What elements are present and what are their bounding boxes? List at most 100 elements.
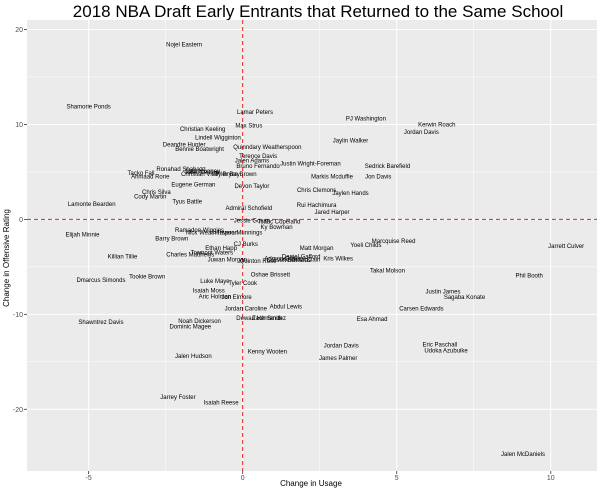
point-label: Isaiah Moss	[193, 289, 225, 295]
point-label: Jaylen Hands	[332, 191, 368, 197]
point-label: Ronahad Shabazz	[156, 167, 205, 173]
point-label: Lamonte Bearden	[68, 202, 116, 208]
point-label: Tyler Bey	[215, 172, 240, 178]
point-label: Max Strus	[235, 123, 262, 129]
point-label: Christian Keeling	[180, 127, 225, 133]
point-label: Esa Ahmad	[357, 317, 388, 323]
point-label: Tremont Waters	[191, 251, 234, 257]
point-label: Nick Weatherspoon	[186, 231, 238, 237]
point-label: Oshae Brissett	[251, 272, 291, 278]
point-label: Chris Clemons	[297, 188, 336, 194]
y-tick-label: -20	[13, 407, 23, 414]
point-label: Jordan Davis	[404, 130, 439, 136]
point-label: Kerwin Roach	[418, 122, 455, 128]
point-label: Admiral Schofield	[225, 206, 272, 212]
point-label: Ramadon Wiggins	[175, 228, 224, 234]
point-label: Barry Brown	[155, 236, 188, 242]
point-label: Justin Wright-Foreman	[280, 161, 341, 167]
point-label: Jalen Adams	[235, 159, 269, 165]
point-label: Juwan Morgan	[208, 257, 247, 263]
point-label: Admon Gilder	[264, 256, 301, 262]
x-axis-label: Change in Usage	[280, 479, 342, 488]
point-label: Devon Taylor	[234, 184, 269, 190]
point-label: Daniel Gafford	[282, 254, 321, 260]
x-axis-ticks: -5 0 5 10	[86, 471, 555, 482]
point-label: Nojel Eastern	[166, 43, 202, 49]
point-label: Tavera Munnings	[217, 231, 263, 237]
point-label: Markis Mcduffie	[311, 175, 354, 181]
y-tick-label: 20	[15, 27, 23, 34]
point-label: Sagaba Konate	[444, 295, 486, 301]
point-label: James Palmer	[319, 356, 357, 362]
point-label: Bruno Fernando	[236, 164, 280, 170]
point-label: Bryce Brown	[223, 172, 257, 178]
point-label: CJ Burks	[234, 242, 258, 248]
point-label: Lindell Wigginton	[195, 136, 241, 142]
point-label: Jarrey Foster	[160, 395, 195, 401]
point-label: Kris Wilkes	[323, 256, 353, 262]
y-tick-label: 10	[15, 122, 23, 129]
point-label: Dewan Hernandez	[236, 316, 286, 322]
point-label: Jalen Hudson	[175, 354, 212, 360]
x-tick-label: -5	[86, 475, 92, 482]
point-label: Noah Dickerson	[178, 319, 221, 325]
point-label: Tookie Brown	[129, 274, 165, 280]
point-label: Carsen Edwards	[399, 307, 443, 313]
point-label: Jordan Caroline	[225, 307, 268, 313]
point-label: Cody Martin	[134, 195, 166, 201]
point-label: Dominic Magee	[169, 325, 211, 331]
point-label: Udoka Azubuike	[424, 348, 468, 354]
y-tick-label: 0	[19, 217, 23, 224]
point-label: Deandre Hunter	[163, 142, 206, 148]
point-label: Jordan Davis	[324, 344, 359, 350]
point-label: Jon Davis	[365, 175, 391, 181]
point-label: Phil Booth	[516, 273, 543, 279]
point-label: Terence Davis	[239, 154, 277, 160]
point-label: Jaylin Walker	[333, 139, 368, 145]
point-label: Quinton Rose	[240, 259, 277, 265]
point-label: Christian Vital	[181, 172, 218, 178]
point-label: Tyus Battle	[172, 199, 202, 205]
x-tick-label: 0	[241, 475, 245, 482]
point-label: Bennie Boatwright	[175, 147, 224, 153]
reference-lines	[27, 20, 597, 471]
point-label: Luke Maye	[200, 279, 230, 285]
point-label: Tyler Cook	[228, 281, 258, 287]
point-label: Aric Holman	[199, 294, 232, 300]
data-points: Nojel Eastern Shamorie Ponds Lamar Peters P…	[65, 43, 584, 458]
point-label: Jalen McDaniels	[501, 452, 545, 458]
point-label: Shamorie Ponds	[66, 104, 110, 110]
point-label: Rui Hachimura	[297, 203, 337, 209]
point-label: Elijah Minnie	[65, 233, 100, 239]
point-label: Takal Molson	[370, 269, 405, 275]
point-label: PJ Washington	[346, 117, 386, 123]
point-label: Jared Harper	[315, 210, 350, 216]
point-label: Ahmaad Rorie	[131, 175, 170, 181]
point-label: Matt Morgan	[300, 246, 334, 252]
point-label: Lamar Peters	[237, 110, 273, 116]
point-label: Killian Tillie	[108, 254, 138, 260]
point-label: Charles Matthews	[166, 253, 214, 259]
point-label: Matt Mooney	[185, 169, 220, 175]
point-label: Sedrick Barefield	[365, 164, 410, 170]
grid-lines	[27, 20, 597, 471]
y-tick-label: -10	[13, 312, 23, 319]
point-label: Yoeli Childs	[350, 243, 381, 249]
point-label: Jessie Govan	[234, 218, 270, 224]
point-label: Justin James	[425, 290, 460, 296]
point-label: Ky Bowman	[261, 225, 293, 231]
point-label: Dmarcus Simonds	[76, 278, 125, 284]
x-tick-label: 5	[395, 475, 399, 482]
chart-title: 2018 NBA Draft Early Entrants that Retur…	[73, 2, 563, 21]
x-tick-label: 10	[547, 475, 555, 482]
point-label: Ethan Happ	[205, 246, 237, 252]
point-label: Kenny Wooten	[248, 349, 287, 355]
plot-background	[27, 20, 597, 471]
point-label: Abdul Lewis	[270, 305, 302, 311]
y-axis-ticks: -20 -10 0 10 20	[13, 27, 27, 414]
y-axis-label: Change in Offensive Rating	[2, 209, 11, 307]
point-label: Jarrett Culver	[548, 244, 584, 250]
point-label: Shawntrez Davis	[78, 320, 123, 326]
point-label: Jalen Lecque	[185, 170, 221, 176]
